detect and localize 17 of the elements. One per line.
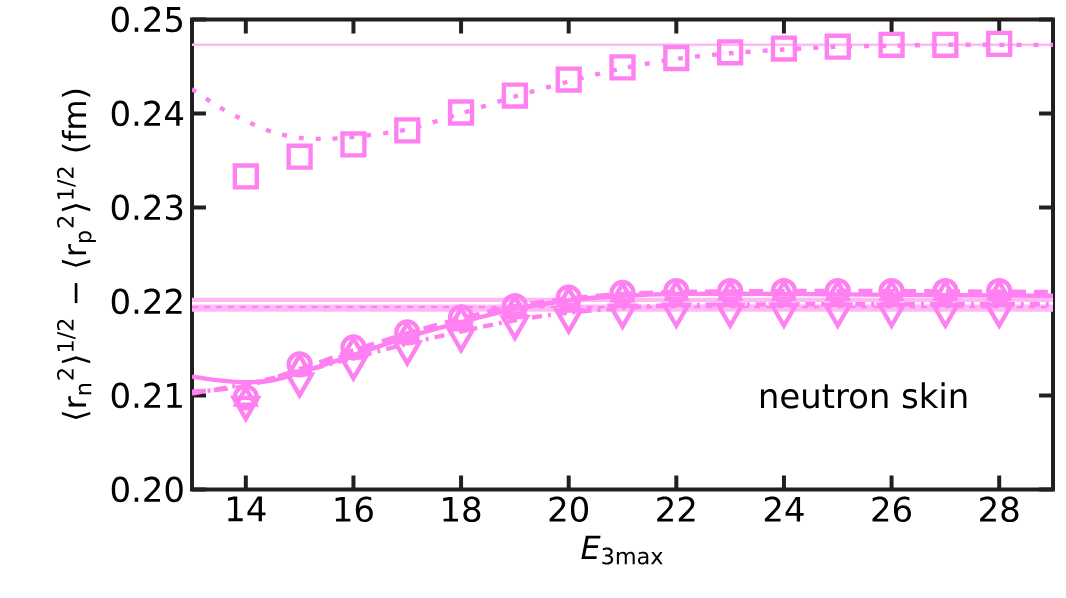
x-tick-label: 26 [872, 496, 911, 522]
x-tick-label: 28 [980, 496, 1019, 522]
y-tick-label: 0.20 [111, 476, 183, 503]
y-tick-label: 0.24 [111, 100, 184, 127]
x-tick-label: 22 [657, 496, 695, 522]
y-tick-label: 0.21 [111, 382, 182, 409]
y-tick-label: 0.23 [111, 194, 183, 221]
y-tick-label: 0.22 [111, 288, 182, 315]
y-tick-label: 0.25 [111, 6, 182, 33]
x-tick-label: 20 [549, 496, 588, 522]
x-tick-label: 16 [335, 496, 373, 522]
x-tick-label: 18 [443, 496, 481, 522]
x-axis-title: E$_{3max}$ [581, 535, 663, 565]
annotation: neutron skin [760, 382, 967, 409]
x-tick-label: 24 [764, 496, 804, 522]
x-tick-label: 14 [227, 496, 266, 521]
text: ⟨r$_{n}$$^{2}$⟩$^{1/2}$ − ⟨r$_{p}$$^{2}$⟩$^{1/2}$ (fm) [57, 89, 96, 419]
